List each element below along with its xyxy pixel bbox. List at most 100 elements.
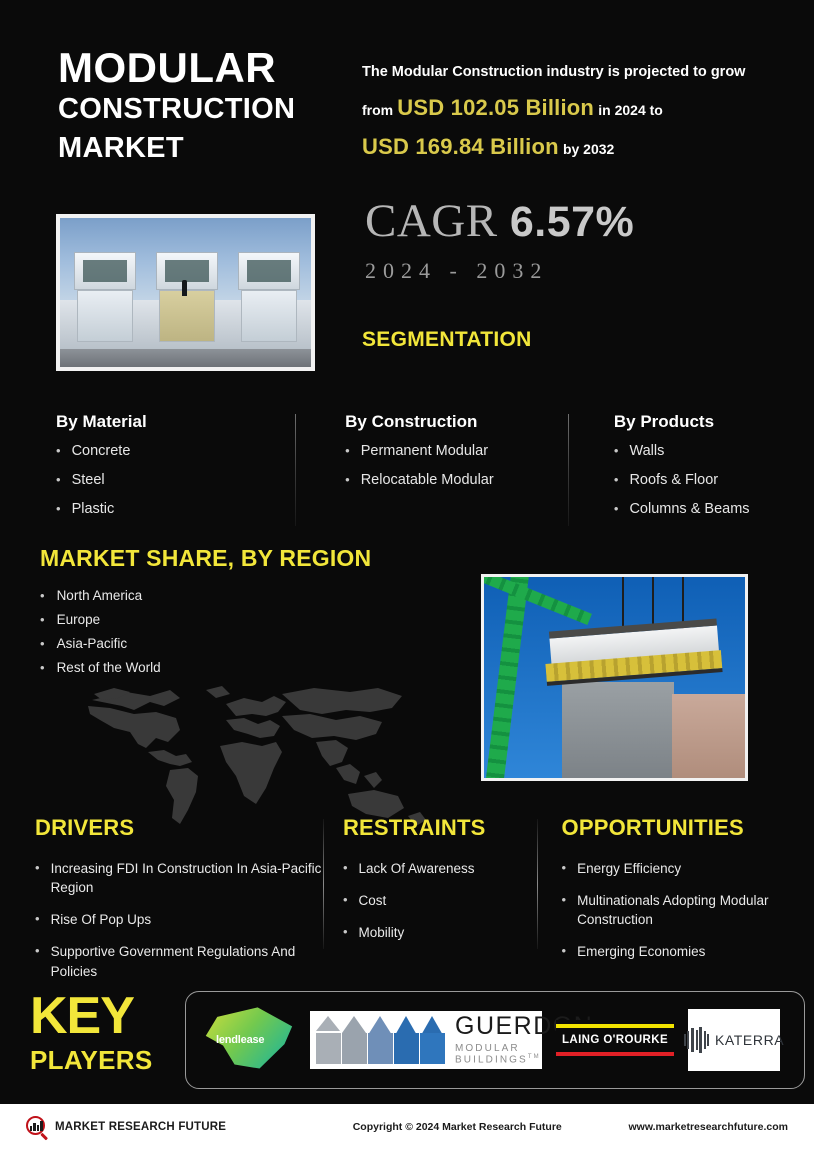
opportunity-item: • Multinationals Adopting Modular Constru… xyxy=(562,891,780,929)
segment-title: By Material xyxy=(56,412,147,431)
bullet-icon: • xyxy=(35,943,40,959)
region-item: • North America xyxy=(40,588,161,603)
title-line-3: MARKET xyxy=(58,131,184,164)
opportunity-label: Multinationals Adopting Modular Construc… xyxy=(577,893,769,928)
segment-title: By Products xyxy=(613,412,715,431)
cagr-label: CAGR xyxy=(365,195,498,247)
logo-laing-orourke: LAING O'ROURKE xyxy=(556,1020,674,1060)
footer-copyright: Copyright © 2024 Market Research Future xyxy=(352,1121,562,1133)
footer-website-url[interactable]: www.marketresearchfuture.com xyxy=(628,1121,788,1133)
segment-item: • Concrete xyxy=(56,443,289,460)
region-label: Rest of the World xyxy=(56,660,161,675)
segment-column-material: By Material • Concrete • Steel • Plastic xyxy=(56,412,289,531)
restraints-column: RESTRAINTS • Lack Of Awareness • Cost • Mob… xyxy=(322,815,547,994)
photo-upper-module xyxy=(156,252,218,290)
market-share-heading: MARKET SHARE, BY REGION xyxy=(40,545,372,571)
region-label: Europe xyxy=(56,612,101,627)
trademark-icon: TM xyxy=(527,1054,541,1061)
segment-item: • Roofs & Floor xyxy=(613,471,776,489)
stat-from-label: from xyxy=(362,101,394,118)
segment-item-label: Walls xyxy=(629,443,665,459)
stat-to-label: by 2032 xyxy=(562,141,615,158)
key-players-label-top: KEY xyxy=(30,987,135,1045)
segment-column-construction: By Construction • Permanent Modular • Relo… xyxy=(289,412,562,531)
cagr-value: 6.57% xyxy=(509,198,635,246)
photo-ground xyxy=(60,349,311,367)
photo-person xyxy=(182,280,187,296)
region-item: • Rest of the World xyxy=(40,660,161,675)
restraints-heading: RESTRAINTS xyxy=(342,815,486,840)
world-map-graphic xyxy=(88,686,426,826)
segment-item: • Relocatable Modular xyxy=(345,471,562,489)
segment-item-label: Roofs & Floor xyxy=(629,471,719,488)
restraint-item: • Mobility xyxy=(343,923,547,942)
restraint-label: Cost xyxy=(358,893,387,909)
bullet-icon: • xyxy=(342,924,348,940)
restraint-item: • Lack Of Awareness xyxy=(343,859,547,878)
page-title: MODULAR CONSTRUCTION MARKET xyxy=(58,44,358,168)
bullet-icon: • xyxy=(40,588,45,603)
photo-concrete-building xyxy=(562,682,674,778)
stat-intro: The Modular Construction industry is pro… xyxy=(362,64,746,80)
segment-item-label: Columns & Beams xyxy=(629,500,750,517)
segment-item: • Walls xyxy=(614,443,776,460)
region-item: • Europe xyxy=(40,612,161,627)
title-line-2: CONSTRUCTION xyxy=(58,92,296,125)
bullet-icon: • xyxy=(342,860,348,875)
opportunity-item: • Energy Efficiency xyxy=(562,859,780,878)
key-players-label: KEY PLAYERS xyxy=(30,987,170,1080)
segment-item-label: Relocatable Modular xyxy=(360,471,494,488)
opportunity-label: Energy Efficiency xyxy=(577,861,682,876)
bullet-icon: • xyxy=(613,500,619,516)
segment-item-label: Permanent Modular xyxy=(360,443,489,459)
guerdon-mark: GUERDON MODULAR BUILDINGSTM xyxy=(310,1011,592,1069)
segment-item: • Plastic xyxy=(56,500,289,518)
stat-from-line: from USD 102.05 Billion in 2024 to xyxy=(362,89,782,128)
footer-bar: MARKET RESEARCH FUTURE Copyright © 2024 … xyxy=(0,1104,814,1150)
photo-lower-module xyxy=(159,290,215,342)
restraint-label: Mobility xyxy=(358,925,405,941)
lendlease-wordmark: lendlease xyxy=(216,1034,265,1046)
laing-orourke-mark: LAING O'ROURKE xyxy=(556,1020,674,1060)
key-players-label-bottom: PLAYERS xyxy=(30,1044,153,1075)
red-bar-icon xyxy=(556,1052,674,1056)
cagr-year-range: 2024 - 2032 xyxy=(365,258,549,283)
photo-adjacent-building xyxy=(672,694,745,778)
katerra-mark: KATERRA xyxy=(683,1009,784,1071)
footer-brand-name: MARKET RESEARCH FUTURE xyxy=(55,1121,227,1133)
opportunities-heading: OPPORTUNITIES xyxy=(561,815,744,840)
bullet-icon: • xyxy=(561,943,567,959)
bullet-icon: • xyxy=(342,892,348,908)
driver-item: • Supportive Government Regulations And P… xyxy=(35,942,333,980)
bullet-icon: • xyxy=(561,860,567,875)
laing-orourke-wordmark: LAING O'ROURKE xyxy=(561,1034,669,1046)
bullet-icon: • xyxy=(345,471,350,487)
photo-crane-cable xyxy=(682,577,684,635)
opportunity-item: • Emerging Economies xyxy=(562,942,780,961)
segment-item-label: Plastic xyxy=(71,500,115,517)
stat-end-value: USD 169.84 Billion xyxy=(362,134,559,160)
bullet-icon: • xyxy=(56,443,61,458)
title-line-1: MODULAR xyxy=(58,44,277,91)
driver-item: • Increasing FDI In Construction In Asia-… xyxy=(35,859,333,897)
bullet-icon: • xyxy=(40,612,45,627)
bullet-icon: • xyxy=(613,471,619,487)
guerdon-tagline: MODULAR BUILDINGSTM xyxy=(455,1043,541,1066)
footer-brand: MARKET RESEARCH FUTURE xyxy=(26,1116,326,1141)
bullet-icon: • xyxy=(35,860,40,875)
region-label: North America xyxy=(56,588,143,603)
bullet-icon: • xyxy=(40,636,45,651)
photo-crane-cable xyxy=(622,577,624,629)
bullet-icon: • xyxy=(35,911,40,927)
market-value-statement: The Modular Construction industry is pro… xyxy=(362,62,782,164)
photo-lower-module xyxy=(77,290,133,342)
photo-lower-module xyxy=(241,290,297,342)
logo-guerdon: GUERDON MODULAR BUILDINGSTM xyxy=(310,1011,592,1069)
restraint-item: • Cost xyxy=(343,891,547,910)
segment-item: • Steel xyxy=(56,472,289,489)
stat-start-value: USD 102.05 Billion xyxy=(397,94,595,120)
crane-lifting-module-photo xyxy=(481,574,748,781)
segmentation-heading: SEGMENTATION xyxy=(362,328,532,351)
segment-item: • Permanent Modular xyxy=(345,443,562,460)
opportunity-label: Emerging Economies xyxy=(577,944,706,960)
